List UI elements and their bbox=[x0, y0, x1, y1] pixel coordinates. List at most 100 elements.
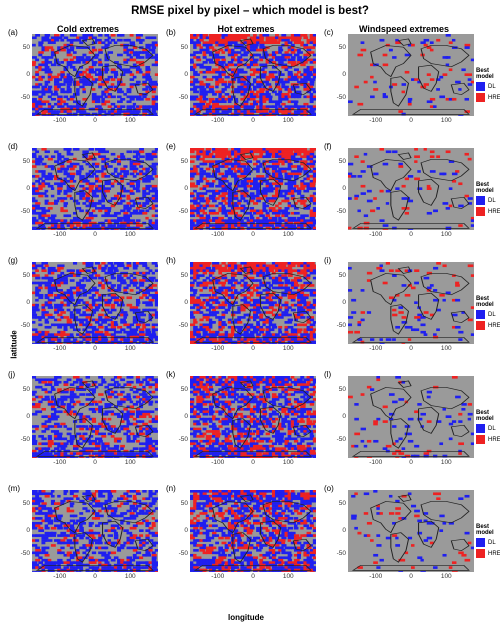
y-tick-label: 50 bbox=[180, 44, 188, 51]
y-tick-label: -50 bbox=[20, 208, 30, 215]
world-map bbox=[348, 376, 474, 458]
y-tick-label: 0 bbox=[342, 71, 346, 78]
legend-item: DL bbox=[476, 82, 500, 91]
y-axis-label: latitude bbox=[9, 330, 19, 359]
world-map bbox=[32, 34, 158, 116]
legend-swatch bbox=[476, 207, 485, 216]
panel-label: (k) bbox=[166, 370, 176, 379]
legend-title: Best model bbox=[476, 68, 494, 80]
legend-label: DL bbox=[488, 425, 496, 432]
x-tick-label: -100 bbox=[211, 231, 225, 238]
y-tick-label: 0 bbox=[342, 299, 346, 306]
panel-label: (m) bbox=[8, 484, 20, 493]
x-tick-label: 0 bbox=[93, 117, 97, 124]
x-tick-label: -100 bbox=[369, 231, 383, 238]
x-tick-label: 100 bbox=[440, 117, 452, 124]
legend-label: DL bbox=[488, 197, 496, 204]
y-tick-label: 50 bbox=[22, 500, 30, 507]
world-map bbox=[32, 262, 158, 344]
legend-item: HRES bbox=[476, 321, 500, 330]
world-map bbox=[348, 490, 474, 572]
legend: Best model DL HRES bbox=[476, 410, 500, 446]
legend-label: HRES bbox=[488, 94, 500, 101]
y-tick-label: 0 bbox=[26, 413, 30, 420]
y-tick-label: 50 bbox=[180, 158, 188, 165]
legend-item: HRES bbox=[476, 549, 500, 558]
legend-swatch bbox=[476, 93, 485, 102]
column-header-cold: Cold extremes bbox=[56, 24, 120, 34]
legend: Best model DL HRES bbox=[476, 182, 500, 218]
x-tick-label: 0 bbox=[93, 231, 97, 238]
y-tick-label: 50 bbox=[180, 272, 188, 279]
y-tick-label: 0 bbox=[342, 527, 346, 534]
y-tick-label: 50 bbox=[338, 386, 346, 393]
column-header-hot: Hot extremes bbox=[217, 24, 275, 34]
y-tick-label: 0 bbox=[184, 527, 188, 534]
panel-label: (e) bbox=[166, 142, 176, 151]
y-tick-label: 50 bbox=[338, 272, 346, 279]
x-tick-label: 100 bbox=[124, 345, 136, 352]
y-tick-label: -50 bbox=[20, 436, 30, 443]
legend: Best model DL HRES bbox=[476, 296, 500, 332]
y-tick-label: 50 bbox=[22, 386, 30, 393]
legend-swatch bbox=[476, 82, 485, 91]
y-tick-label: -50 bbox=[336, 322, 346, 329]
y-tick-label: 0 bbox=[184, 71, 188, 78]
y-tick-label: 0 bbox=[26, 527, 30, 534]
y-tick-label: -50 bbox=[336, 94, 346, 101]
y-tick-label: -50 bbox=[336, 208, 346, 215]
legend-swatch bbox=[476, 435, 485, 444]
x-axis-label: longitude bbox=[228, 613, 264, 622]
legend-label: HRES bbox=[488, 322, 500, 329]
world-map bbox=[32, 376, 158, 458]
world-map bbox=[190, 34, 316, 116]
x-tick-label: 0 bbox=[409, 345, 413, 352]
panel-label: (g) bbox=[8, 256, 18, 265]
world-map bbox=[190, 490, 316, 572]
legend-item: DL bbox=[476, 196, 500, 205]
x-tick-label: 0 bbox=[409, 573, 413, 580]
x-tick-label: 0 bbox=[409, 231, 413, 238]
x-tick-label: 100 bbox=[440, 345, 452, 352]
y-tick-label: 0 bbox=[184, 413, 188, 420]
y-tick-label: 50 bbox=[338, 158, 346, 165]
x-tick-label: 0 bbox=[251, 345, 255, 352]
x-tick-label: 100 bbox=[282, 573, 294, 580]
x-tick-label: -100 bbox=[211, 573, 225, 580]
legend-title: Best model bbox=[476, 524, 494, 536]
x-tick-label: 0 bbox=[93, 459, 97, 466]
y-tick-label: -50 bbox=[178, 208, 188, 215]
x-tick-label: 0 bbox=[251, 573, 255, 580]
panel-label: (c) bbox=[324, 28, 334, 37]
x-tick-label: -100 bbox=[369, 345, 383, 352]
y-tick-label: -50 bbox=[336, 436, 346, 443]
x-tick-label: 100 bbox=[282, 345, 294, 352]
world-map bbox=[32, 490, 158, 572]
x-tick-label: -100 bbox=[211, 459, 225, 466]
x-tick-label: -100 bbox=[211, 345, 225, 352]
panel-label: (f) bbox=[324, 142, 332, 151]
y-tick-label: -50 bbox=[20, 94, 30, 101]
y-tick-label: -50 bbox=[178, 322, 188, 329]
x-tick-label: 0 bbox=[409, 117, 413, 124]
world-map bbox=[348, 262, 474, 344]
legend-label: HRES bbox=[488, 436, 500, 443]
world-map bbox=[32, 148, 158, 230]
legend-item: DL bbox=[476, 538, 500, 547]
legend-title: Best model bbox=[476, 410, 494, 422]
panel-label: (b) bbox=[166, 28, 176, 37]
y-tick-label: -50 bbox=[336, 550, 346, 557]
x-tick-label: 0 bbox=[251, 459, 255, 466]
x-tick-label: 100 bbox=[124, 117, 136, 124]
legend-title: Best model bbox=[476, 296, 494, 308]
legend-label: HRES bbox=[488, 208, 500, 215]
x-tick-label: 100 bbox=[440, 231, 452, 238]
x-tick-label: -100 bbox=[53, 345, 67, 352]
world-map bbox=[190, 262, 316, 344]
world-map bbox=[348, 148, 474, 230]
legend-swatch bbox=[476, 310, 485, 319]
x-tick-label: 0 bbox=[93, 573, 97, 580]
legend-label: HRES bbox=[488, 550, 500, 557]
y-tick-label: 50 bbox=[22, 272, 30, 279]
y-tick-label: 0 bbox=[342, 185, 346, 192]
